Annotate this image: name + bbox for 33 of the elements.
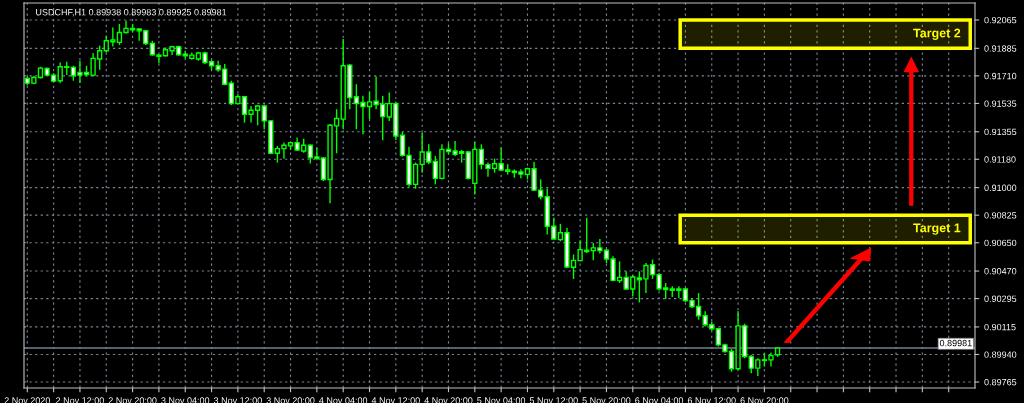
y-tick-label: 0.90825 [984, 212, 1017, 219]
x-tick-label: 3 Nov 04:00 [161, 397, 210, 403]
ref-line-label: 0.89981 [939, 339, 972, 347]
y-tick-label: 0.91180 [984, 156, 1016, 163]
x-tick-label: 4 Nov 20:00 [424, 397, 473, 403]
x-tick-label: 5 Nov 12:00 [529, 397, 578, 403]
y-tick-label: 0.91355 [984, 128, 1017, 136]
x-tick-label: 2 Nov 12:00 [56, 397, 104, 403]
x-tick-label: 3 Nov 20:00 [266, 397, 315, 403]
band-label: Target 1 [913, 223, 961, 235]
x-tick-label: 6 Nov 20:00 [740, 397, 789, 403]
x-tick-label: 6 Nov 12:00 [687, 397, 736, 403]
x-tick-label: 5 Nov 04:00 [477, 397, 526, 403]
y-tick-label: 0.91000 [984, 184, 1017, 191]
text: USDCHF,H1 0.89938 0.89983 0.89925 0.89981 [36, 9, 227, 17]
y-tick-label: 0.91710 [984, 72, 1017, 80]
x-tick-label: 5 Nov 20:00 [582, 397, 631, 403]
x-tick-label: 4 Nov 12:00 [371, 397, 420, 403]
x-tick-label: 6 Nov 04:00 [635, 397, 684, 403]
y-tick-label: 0.89940 [984, 351, 1017, 358]
x-tick-label: 2 Nov 2020 [4, 397, 51, 403]
x-tick-label: 2 Nov 20:00 [108, 397, 157, 403]
y-tick-label: 0.91535 [984, 100, 1017, 107]
y-tick-label: 0.89765 [984, 378, 1017, 386]
y-tick-label: 0.90650 [984, 239, 1017, 247]
y-tick-label: 0.90470 [984, 268, 1017, 275]
x-tick-label: 4 Nov 04:00 [319, 397, 368, 403]
x-tick-label: 3 Nov 12:00 [213, 397, 262, 403]
y-tick-label: 0.90295 [984, 295, 1017, 302]
y-tick-label: 0.92065 [984, 16, 1017, 24]
y-tick-label: 0.91885 [984, 45, 1017, 52]
band-label: Target 2 [913, 28, 961, 40]
y-tick-label: 0.90115 [984, 323, 1016, 331]
